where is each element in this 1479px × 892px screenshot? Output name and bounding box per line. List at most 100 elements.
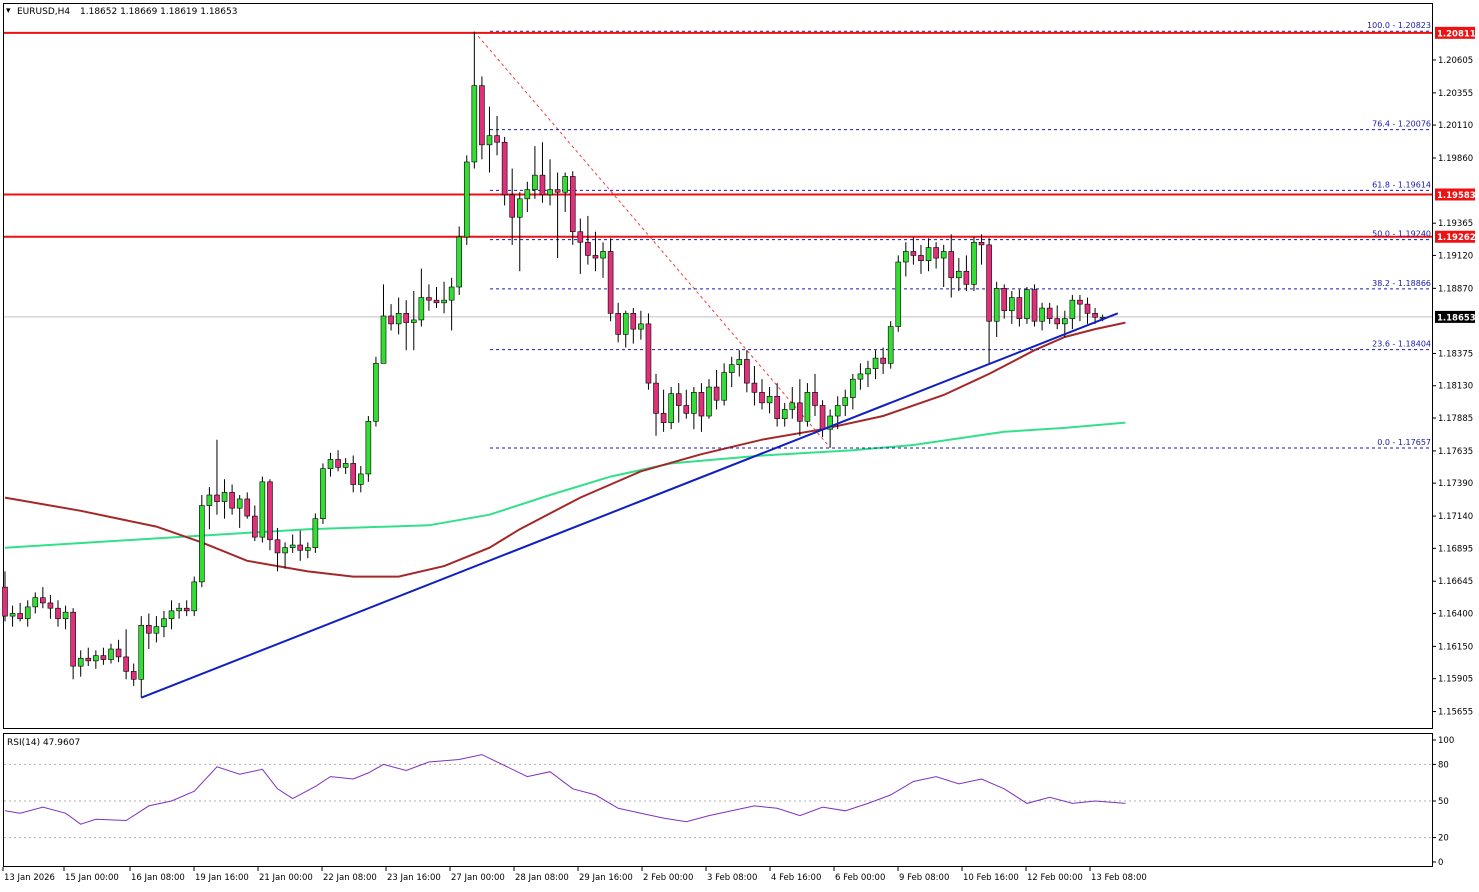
bull-candle[interactable] <box>463 161 470 238</box>
bull-candle[interactable] <box>191 581 198 612</box>
bull-candle[interactable] <box>304 547 311 551</box>
bear-candle[interactable] <box>100 655 107 660</box>
bull-candle[interactable] <box>199 505 205 583</box>
bear-candle[interactable] <box>698 392 705 417</box>
bear-candle[interactable] <box>267 481 273 541</box>
bear-candle[interactable] <box>585 241 591 256</box>
bull-candle[interactable] <box>206 494 213 506</box>
bear-candle[interactable] <box>653 382 659 414</box>
bear-candle[interactable] <box>948 251 955 279</box>
bear-candle[interactable] <box>350 463 357 485</box>
bull-candle[interactable] <box>380 315 387 364</box>
bull-candle[interactable] <box>62 611 69 620</box>
bear-candle[interactable] <box>146 625 152 634</box>
bull-candle[interactable] <box>410 319 417 323</box>
bear-candle[interactable] <box>433 299 440 304</box>
bear-candle[interactable] <box>1084 303 1091 314</box>
bear-candle[interactable] <box>130 671 137 680</box>
bull-candle[interactable] <box>895 261 902 327</box>
bear-candle[interactable] <box>554 189 561 193</box>
bear-candle[interactable] <box>244 498 251 517</box>
bear-candle[interactable] <box>577 231 584 243</box>
bear-candle[interactable] <box>630 313 637 330</box>
candles-group[interactable] <box>2 31 1106 698</box>
bull-candle[interactable] <box>781 409 788 419</box>
bull-candle[interactable] <box>448 286 455 301</box>
bull-candle[interactable] <box>441 299 447 304</box>
bear-candle[interactable] <box>40 597 46 604</box>
bear-candle[interactable] <box>592 255 599 259</box>
bear-candle[interactable] <box>115 648 122 658</box>
bull-candle[interactable] <box>77 657 84 667</box>
bull-candle[interactable] <box>940 251 947 259</box>
bull-candle[interactable] <box>161 618 167 627</box>
bull-candle[interactable] <box>865 368 871 375</box>
bull-candle[interactable] <box>547 189 553 196</box>
bear-candle[interactable] <box>229 492 235 509</box>
bull-candle[interactable] <box>532 174 538 190</box>
bear-candle[interactable] <box>47 602 54 609</box>
bull-candle[interactable] <box>736 359 743 365</box>
bull-candle[interactable] <box>1024 289 1030 319</box>
bull-candle[interactable] <box>842 397 849 406</box>
bear-candle[interactable] <box>963 270 970 285</box>
bear-candle[interactable] <box>660 413 667 423</box>
bull-candle[interactable] <box>691 392 697 414</box>
bull-candle[interactable] <box>168 610 175 620</box>
symbol-menu-icon[interactable]: ▾ <box>6 6 11 16</box>
bear-candle[interactable] <box>1054 318 1061 325</box>
bear-candle[interactable] <box>388 315 394 325</box>
bull-candle[interactable] <box>789 402 796 410</box>
bear-candle[interactable] <box>123 656 129 672</box>
bear-candle[interactable] <box>17 613 23 620</box>
bear-candle[interactable] <box>55 607 61 620</box>
bull-candle[interactable] <box>108 648 114 660</box>
bear-candle[interactable] <box>426 297 432 301</box>
bear-candle[interactable] <box>797 402 803 422</box>
bear-candle[interactable] <box>933 247 939 259</box>
bear-candle[interactable] <box>986 244 992 322</box>
bull-candle[interactable] <box>1062 318 1068 325</box>
bull-candle[interactable] <box>486 135 493 146</box>
bull-candle[interactable] <box>827 415 833 430</box>
bull-candle[interactable] <box>221 492 228 502</box>
bull-candle[interactable] <box>320 468 326 519</box>
bear-candle[interactable] <box>252 515 258 538</box>
bull-candle[interactable] <box>365 420 372 475</box>
bull-candle[interactable] <box>471 85 478 163</box>
bull-candle[interactable] <box>24 606 31 620</box>
bear-candle[interactable] <box>297 544 304 551</box>
bear-candle[interactable] <box>569 176 576 233</box>
bull-candle[interactable] <box>850 378 856 398</box>
bear-candle[interactable] <box>683 405 690 414</box>
bear-candle[interactable] <box>607 251 614 314</box>
bear-candle[interactable] <box>675 393 682 406</box>
bull-candle[interactable] <box>418 297 425 321</box>
bullish-trendline[interactable] <box>140 312 1119 699</box>
bear-candle[interactable] <box>744 359 750 384</box>
bear-candle[interactable] <box>910 251 917 256</box>
bull-candle[interactable] <box>93 655 99 662</box>
bear-candle[interactable] <box>1031 289 1038 322</box>
bear-candle[interactable] <box>880 357 886 364</box>
bear-candle[interactable] <box>1016 297 1023 319</box>
bear-candle[interactable] <box>85 657 92 662</box>
bull-candle[interactable] <box>524 189 531 200</box>
bear-candle[interactable] <box>713 386 720 401</box>
bull-candle[interactable] <box>9 613 16 617</box>
bull-candle[interactable] <box>668 393 674 423</box>
bull-candle[interactable] <box>834 405 841 417</box>
bear-candle[interactable] <box>403 313 410 323</box>
bear-candle[interactable] <box>1092 313 1098 318</box>
bear-candle[interactable] <box>751 382 758 393</box>
bull-candle[interactable] <box>312 518 319 548</box>
bear-candle[interactable] <box>1046 307 1053 319</box>
bear-candle[interactable] <box>539 174 546 196</box>
bull-candle[interactable] <box>728 364 735 373</box>
bear-candle[interactable] <box>214 494 220 502</box>
bull-candle[interactable] <box>138 625 145 680</box>
bear-candle[interactable] <box>2 586 8 617</box>
bull-candle[interactable] <box>259 481 266 538</box>
